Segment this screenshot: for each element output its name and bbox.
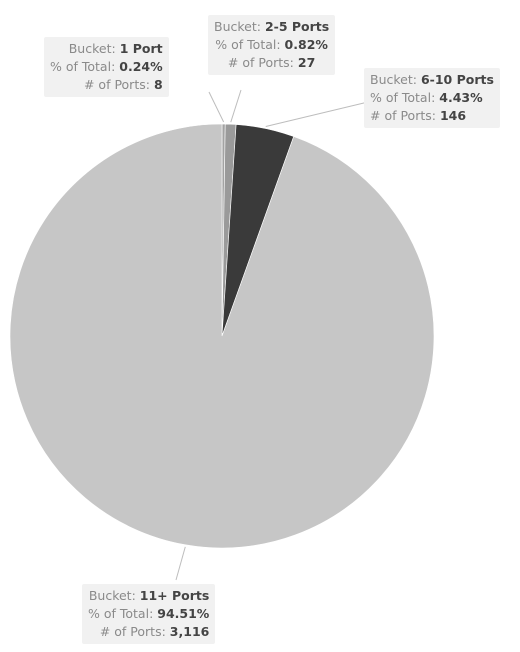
bucket-value: 1 Port [119, 41, 163, 56]
leader-line [230, 89, 242, 123]
bucket-value: 6-10 Ports [420, 72, 494, 87]
leader-line [265, 101, 369, 128]
leader-line [175, 546, 186, 581]
slice-label-1-port: Bucket: 1 Port % of Total: 0.24% # of Po… [44, 37, 169, 97]
slice-label-11-plus-ports: Bucket: 11+ Ports % of Total: 94.51% # o… [82, 584, 216, 644]
pie-slice-11-ports [9, 123, 435, 549]
slice-label-6-10-ports: Bucket: 6-10 Ports % of Total: 4.43% # o… [364, 68, 500, 128]
count-value: 146 [439, 108, 467, 123]
count-value: 3,116 [169, 624, 210, 639]
count-value: 8 [153, 77, 163, 92]
pct-value: 0.82% [284, 37, 328, 52]
pct-value: 4.43% [439, 90, 483, 105]
leader-line [208, 91, 225, 123]
pct-value: 94.51% [157, 606, 210, 621]
pct-value: 0.24% [119, 59, 163, 74]
bucket-value: 11+ Ports [139, 588, 210, 603]
pie-slices [9, 123, 435, 549]
bucket-value: 2-5 Ports [264, 19, 330, 34]
slice-label-2-5-ports: Bucket: 2-5 Ports % of Total: 0.82% # of… [208, 15, 336, 75]
count-value: 27 [297, 55, 316, 70]
leader-lines [175, 89, 369, 581]
